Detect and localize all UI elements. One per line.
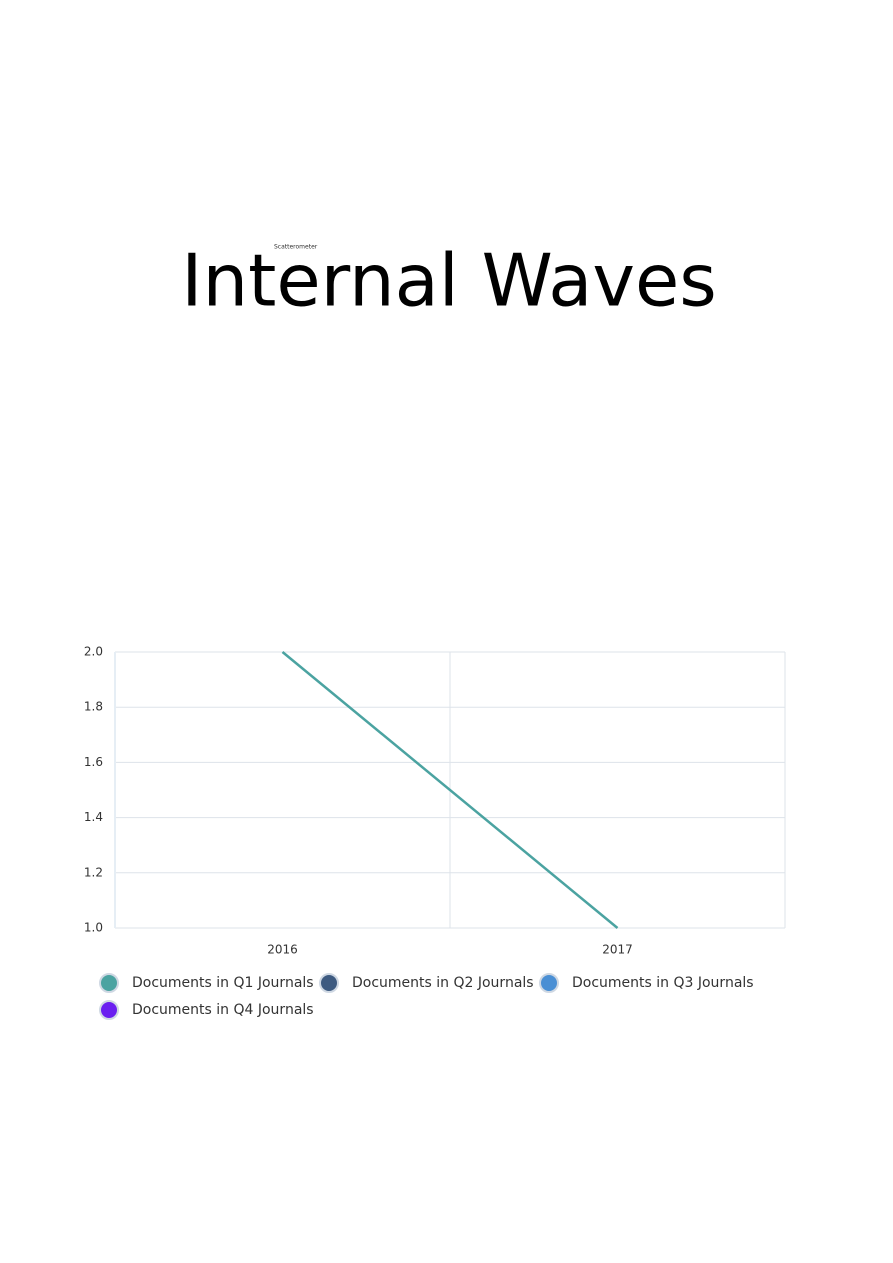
legend-label[interactable]: Documents in Q2 Journals [352, 975, 534, 991]
y-tick-label: 1.8 [84, 700, 103, 714]
legend-marker[interactable] [99, 1000, 119, 1020]
legend-label[interactable]: Documents in Q3 Journals [572, 975, 754, 991]
y-tick-label: 2.0 [84, 645, 103, 659]
legend-marker[interactable] [319, 973, 339, 993]
y-tick-label: 1.4 [84, 810, 103, 824]
x-tick-label: 2017 [602, 943, 633, 957]
subtitle: Scatterometer [274, 244, 318, 251]
legend-marker[interactable] [99, 973, 119, 993]
y-tick-label: 1.2 [84, 865, 103, 879]
y-tick-label: 1.6 [84, 755, 103, 769]
y-tick-label: 1.0 [84, 921, 103, 935]
legend-marker[interactable] [539, 973, 559, 993]
legend-label[interactable]: Documents in Q1 Journals [132, 975, 314, 991]
title: Internal Waves [181, 239, 717, 323]
legend-label[interactable]: Documents in Q4 Journals [132, 1002, 314, 1018]
series-line [281, 651, 619, 929]
x-tick-label: 2016 [267, 943, 298, 957]
